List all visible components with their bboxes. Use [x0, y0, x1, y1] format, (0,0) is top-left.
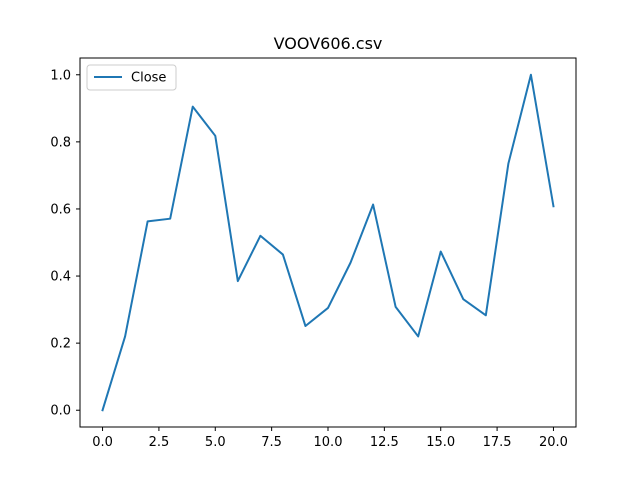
x-tick-label: 5.0	[205, 435, 226, 450]
legend-box	[86, 64, 177, 91]
y-axis: 0.0 0.2 0.4 0.6 0.8 1.0	[50, 68, 80, 419]
y-tick-label: 0.0	[50, 404, 71, 419]
x-tick-label: 0.0	[92, 435, 113, 450]
x-tick-label: 17.5	[483, 435, 512, 450]
y-tick-label: 1.0	[50, 68, 71, 83]
plot-area-frame	[79, 57, 577, 428]
x-tick-label: 20.0	[539, 435, 568, 450]
legend-label-close: Close	[131, 71, 166, 86]
x-axis: 0.0 2.5 5.0 7.5 10.0 12.5 15.0 17.5 20.0	[92, 427, 568, 450]
legend: Close	[86, 64, 177, 91]
y-tick-label: 0.6	[50, 202, 71, 217]
y-tick-label: 0.8	[50, 135, 71, 150]
x-tick-label: 2.5	[149, 435, 170, 450]
y-tick-label: 0.4	[50, 270, 71, 285]
x-tick-label: 15.0	[426, 435, 455, 450]
series-line-close	[101, 73, 555, 412]
x-tick-label: 10.0	[314, 435, 343, 450]
y-tick-label: 0.2	[50, 337, 71, 352]
x-tick-label: 7.5	[261, 435, 282, 450]
x-tick-label: 12.5	[370, 435, 399, 450]
chart-title: VOOV606.csv	[274, 34, 383, 53]
